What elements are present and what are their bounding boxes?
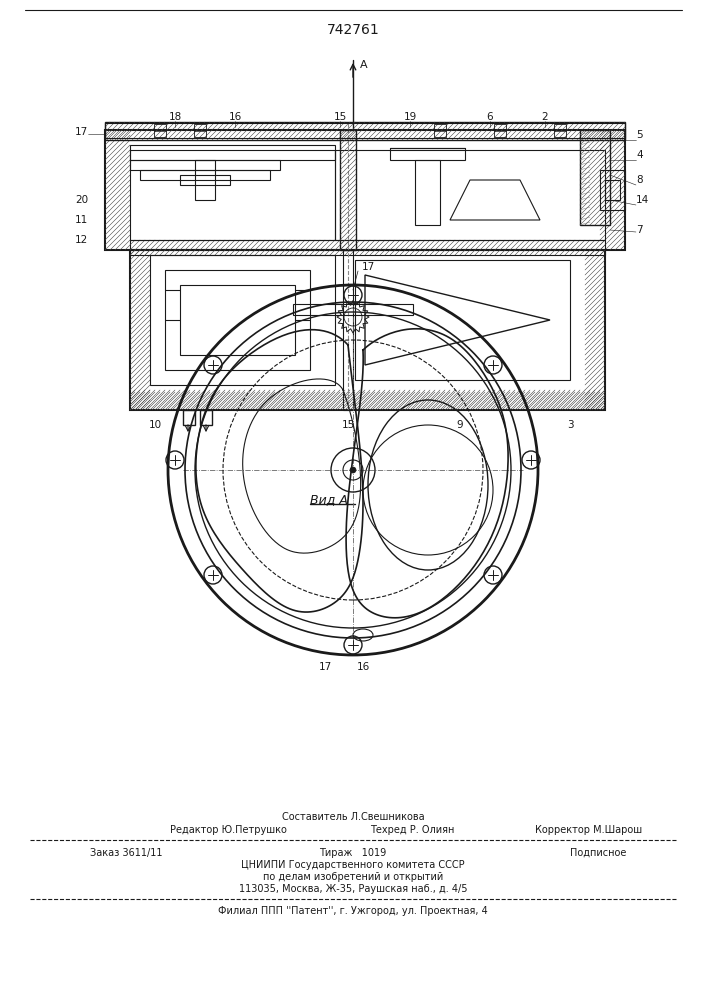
Text: 16: 16 [228, 112, 242, 122]
Text: Составитель Л.Свешникова: Составитель Л.Свешникова [281, 812, 424, 822]
Text: Корректор М.Шарош: Корректор М.Шарош [535, 825, 642, 835]
Bar [554, 124, 566, 137]
Text: 6: 6 [486, 112, 493, 122]
Bar [105, 122, 625, 140]
Bar [200, 410, 212, 425]
Text: 15: 15 [334, 112, 346, 122]
Text: Подписное: Подписное [570, 848, 626, 858]
Text: 19: 19 [404, 112, 416, 122]
Text: 4: 4 [636, 150, 643, 160]
Bar [180, 285, 295, 355]
Bar [105, 130, 625, 250]
Bar [580, 130, 610, 225]
Bar [140, 170, 270, 180]
Text: 113035, Москва, Ж-35, Раушская наб., д. 4/5: 113035, Москва, Ж-35, Раушская наб., д. … [239, 884, 467, 894]
Bar [335, 150, 605, 240]
Text: 18: 18 [168, 112, 182, 122]
Bar [105, 123, 625, 138]
Bar [340, 130, 356, 250]
Bar [355, 260, 570, 380]
Bar [165, 270, 310, 370]
Bar [130, 160, 280, 170]
Text: Тираж   1019: Тираж 1019 [320, 848, 387, 858]
Text: 17: 17 [318, 662, 332, 672]
Bar [130, 150, 335, 240]
Bar [293, 304, 413, 315]
Bar [150, 255, 335, 385]
Bar [494, 124, 506, 137]
Text: 14: 14 [636, 195, 649, 205]
Text: 17: 17 [361, 262, 375, 272]
Text: 20: 20 [75, 195, 88, 205]
Bar [130, 145, 335, 160]
Text: А: А [360, 60, 368, 70]
Text: 12: 12 [75, 235, 88, 245]
Text: по делам изобретений и открытий: по делам изобретений и открытий [263, 872, 443, 882]
Text: 5: 5 [636, 130, 643, 140]
Text: 16: 16 [356, 662, 370, 672]
Bar [390, 148, 465, 160]
Bar [415, 160, 440, 225]
Bar [130, 250, 605, 410]
Bar [434, 124, 446, 137]
Text: Техред Р. Олиян: Техред Р. Олиян [370, 825, 455, 835]
Bar [600, 170, 625, 210]
Text: 7: 7 [636, 225, 643, 235]
Text: 9: 9 [457, 420, 463, 430]
Text: ЦНИИПИ Государственного комитета СССР: ЦНИИПИ Государственного комитета СССР [241, 860, 464, 870]
Text: Редактор Ю.Петрушко: Редактор Ю.Петрушко [170, 825, 287, 835]
Text: 2: 2 [542, 112, 549, 122]
Bar [130, 240, 605, 255]
Bar [194, 124, 206, 137]
Text: 8: 8 [636, 175, 643, 185]
Text: 10: 10 [148, 420, 162, 430]
Text: 3: 3 [567, 420, 573, 430]
Bar [605, 180, 620, 200]
Text: Вид А: Вид А [310, 493, 348, 506]
Text: 15: 15 [341, 420, 355, 430]
Bar [343, 250, 353, 410]
Text: 742761: 742761 [327, 23, 380, 37]
Text: 17: 17 [75, 127, 88, 137]
Bar [183, 410, 195, 425]
Text: Заказ 3611/11: Заказ 3611/11 [90, 848, 163, 858]
Text: 11: 11 [75, 215, 88, 225]
Bar [154, 124, 166, 137]
Bar [180, 175, 230, 185]
Text: Филиал ППП ''Патент'', г. Ужгород, ул. Проектная, 4: Филиал ППП ''Патент'', г. Ужгород, ул. П… [218, 906, 488, 916]
Circle shape [350, 467, 356, 473]
Bar [195, 160, 215, 200]
